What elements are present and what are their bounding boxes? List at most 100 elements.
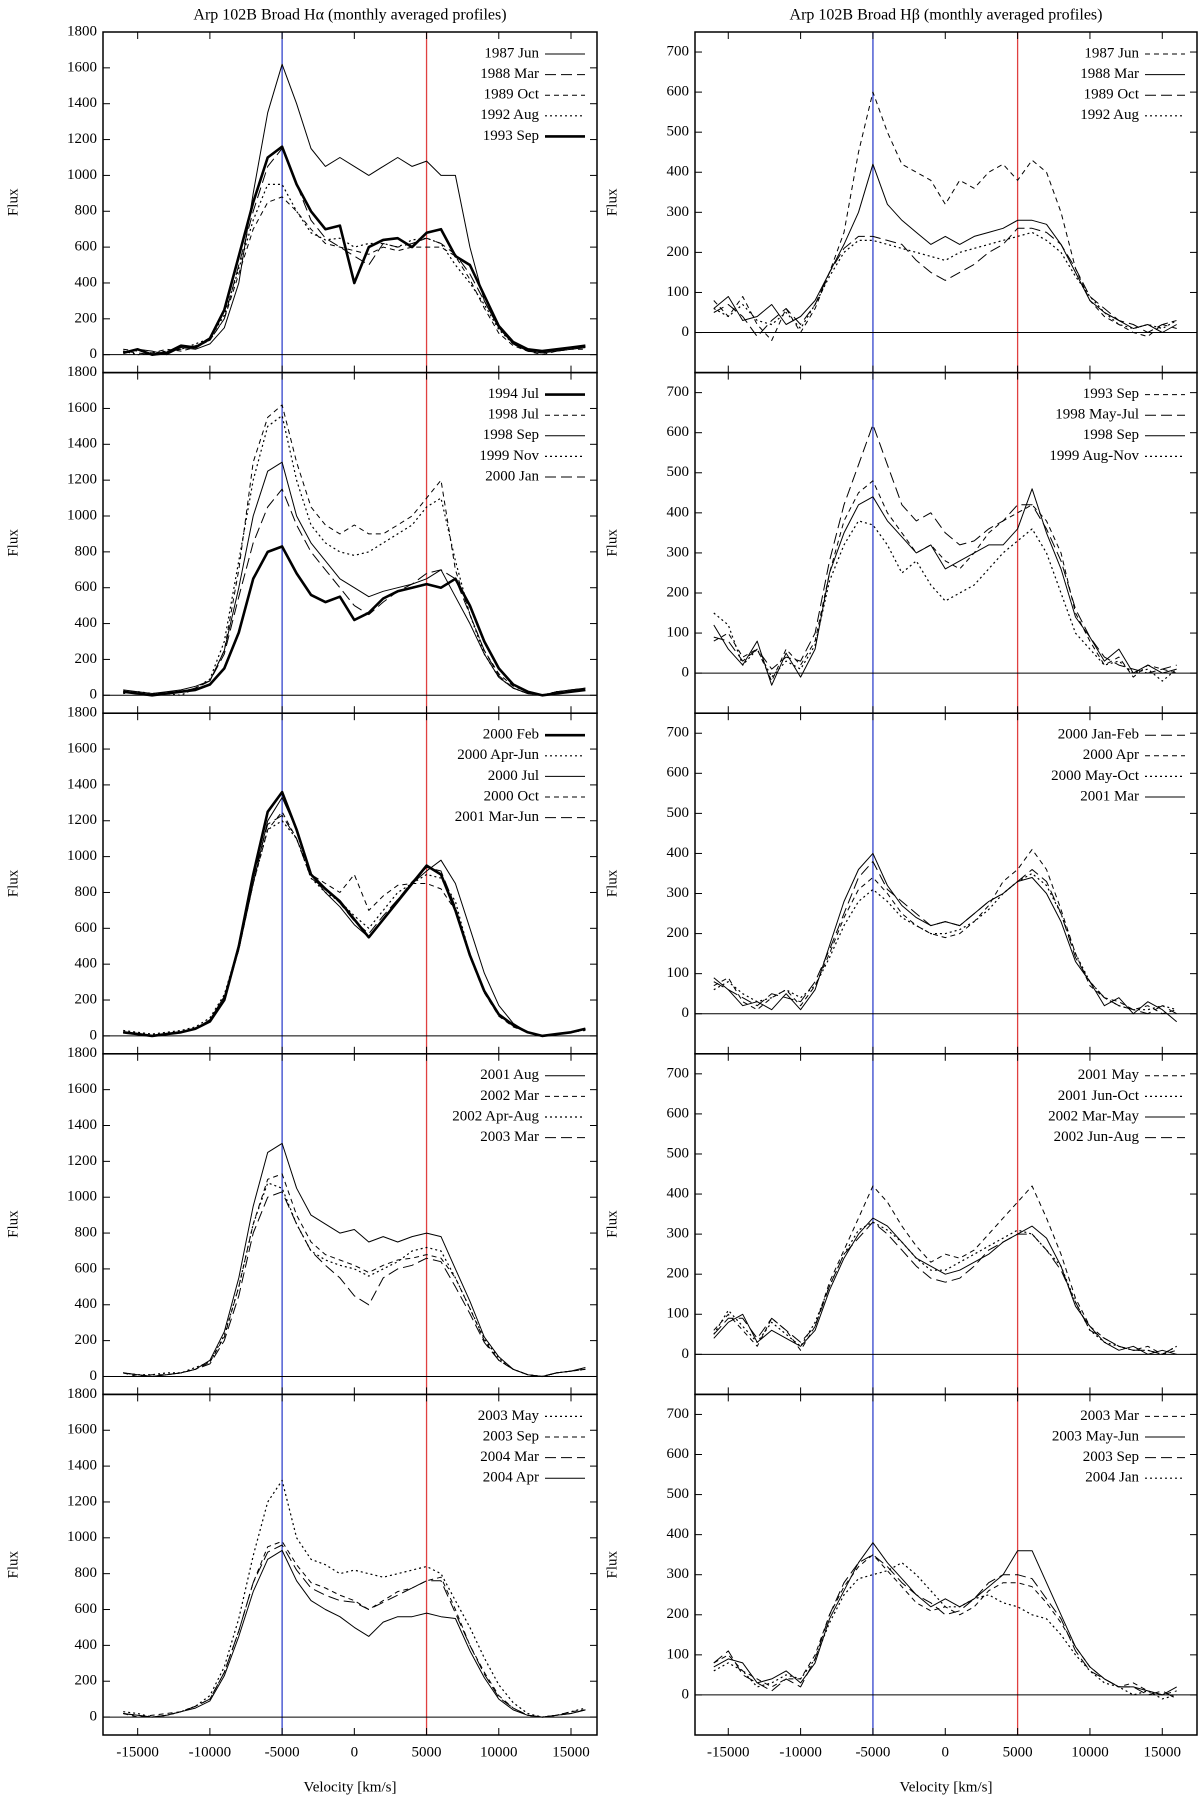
spectrum-line — [123, 820, 586, 1037]
spectrum-line — [713, 488, 1177, 686]
y-axis-label: Flux — [604, 1550, 620, 1578]
legend-label: 1987 Jun — [1084, 45, 1139, 61]
y-tick-label: 1800 — [67, 364, 97, 380]
spectrum-line — [713, 1562, 1177, 1700]
y-tick-label: 1000 — [67, 167, 97, 183]
y-tick-label: 400 — [75, 956, 98, 972]
chart-title: Arp 102B Broad Hα (monthly averaged prof… — [193, 7, 506, 24]
y-axis-label: Flux — [5, 529, 21, 557]
spectrum-line — [123, 1479, 586, 1718]
legend-label: 1998 Sep — [1083, 427, 1139, 443]
plot-area — [695, 1394, 1197, 1735]
spectrum-line — [713, 1185, 1177, 1355]
spectrum-line — [123, 814, 586, 1037]
x-tick-label: 15000 — [1144, 1744, 1182, 1760]
y-tick-label: 500 — [667, 805, 690, 821]
spectrum-line — [123, 1544, 586, 1718]
y-tick-label: 600 — [667, 84, 690, 100]
y-tick-label: 200 — [667, 244, 690, 260]
x-tick-label: -10000 — [779, 1744, 822, 1760]
plot-area — [695, 372, 1197, 714]
spectrum-line — [713, 424, 1177, 674]
plot-frame — [694, 371, 1198, 714]
x-tick-label: 10000 — [1071, 1744, 1109, 1760]
panel: Flux Velocity [km/s] 2003 May 2003 Sep 2004 … — [5, 1386, 598, 1795]
y-tick-label: 0 — [682, 1686, 690, 1702]
legend-label: 1999 Nov — [479, 448, 539, 464]
y-tick-label: 300 — [667, 1226, 690, 1242]
y-tick-label: 1000 — [67, 1529, 97, 1545]
spectrum-line — [123, 148, 586, 356]
y-tick-label: 0 — [682, 665, 690, 681]
legend-label: 2003 Mar — [1080, 1408, 1139, 1424]
plot-frame — [102, 712, 598, 1055]
y-tick-label: 1000 — [67, 1189, 97, 1205]
y-tick-label: 0 — [90, 1368, 98, 1384]
legend-label: 2002 Apr-Aug — [452, 1108, 539, 1124]
legend-label: 1998 Jul — [488, 407, 539, 423]
y-tick-label: 0 — [90, 687, 98, 703]
spectrum-line — [122, 145, 586, 356]
y-tick-label: 200 — [75, 991, 98, 1007]
legend-label: 2001 May — [1078, 1067, 1140, 1083]
y-tick-label: 1400 — [67, 95, 97, 111]
plot-frame — [102, 31, 598, 374]
legend-label: 1994 Jul — [488, 386, 539, 402]
y-tick-label: 1600 — [67, 740, 97, 756]
y-tick-label: 200 — [75, 1332, 98, 1348]
spectrum-line — [123, 1142, 586, 1377]
plot-frame — [102, 1053, 598, 1396]
legend-label: 2000 Oct — [484, 788, 540, 804]
spectrum-line — [713, 1217, 1177, 1355]
y-tick-label: 0 — [90, 1027, 98, 1043]
legend-label: 2003 May-Jun — [1052, 1428, 1140, 1444]
y-tick-label: 300 — [667, 1566, 690, 1582]
y-tick-label: 300 — [667, 544, 690, 560]
spectrum-line — [123, 797, 586, 1037]
y-tick-label: 600 — [75, 239, 98, 255]
y-tick-label: 1800 — [67, 23, 97, 39]
legend-label: 2003 Sep — [1083, 1449, 1139, 1465]
y-tick-label: 200 — [667, 925, 690, 941]
y-tick-label: 600 — [75, 579, 98, 595]
legend-label: 2000 Jul — [488, 768, 539, 784]
y-tick-label: 1400 — [67, 1117, 97, 1133]
y-tick-label: 600 — [75, 920, 98, 936]
spectrum-line — [123, 1191, 586, 1377]
spectrum-line — [713, 163, 1177, 333]
y-axis-label: Flux — [604, 869, 620, 897]
spectrum-line — [123, 790, 586, 1038]
x-tick-label: 10000 — [480, 1744, 518, 1760]
plot-frame — [694, 1053, 1198, 1396]
y-tick-label: 800 — [75, 884, 98, 900]
y-tick-label: 200 — [75, 310, 98, 326]
legend-label: 2004 Jan — [1085, 1470, 1139, 1486]
y-tick-label: 700 — [667, 1065, 690, 1081]
spectrum-line — [123, 1540, 586, 1718]
y-tick-label: 1800 — [67, 1386, 97, 1402]
legend-label: 2000 May-Oct — [1051, 768, 1140, 784]
plot-area — [103, 1394, 597, 1735]
y-tick-label: 800 — [75, 203, 98, 219]
spectrum-line — [123, 1173, 586, 1377]
y-tick-label: 1200 — [67, 472, 97, 488]
y-tick-label: 500 — [667, 1486, 690, 1502]
legend-label: 2003 Sep — [483, 1428, 539, 1444]
x-axis-label: Velocity [km/s] — [304, 1779, 397, 1795]
y-tick-label: 1600 — [67, 59, 97, 75]
x-tick-label: 5000 — [412, 1744, 442, 1760]
y-tick-label: 1400 — [67, 436, 97, 452]
legend-label: 1989 Oct — [484, 87, 540, 103]
y-axis-label: Flux — [604, 1210, 620, 1238]
y-tick-label: 100 — [667, 1306, 690, 1322]
spectrum-line — [713, 1542, 1177, 1696]
y-tick-label: 800 — [75, 1225, 98, 1241]
legend-label: 2002 Mar — [480, 1088, 539, 1104]
legend-label: 2004 Apr — [483, 1470, 539, 1486]
y-tick-label: 600 — [667, 1446, 690, 1462]
y-tick-label: 200 — [667, 1606, 690, 1622]
x-tick-label: -15000 — [707, 1744, 750, 1760]
y-tick-label: 600 — [75, 1601, 98, 1617]
spectrum-line — [123, 545, 586, 697]
